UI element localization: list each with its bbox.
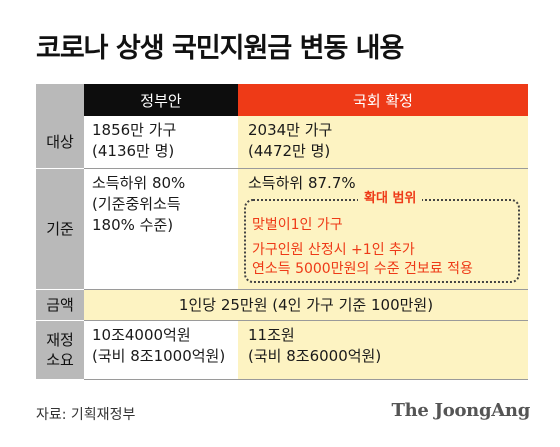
fund-nat-national: (국비 8조6000억원) — [248, 347, 382, 365]
row-label-amount: 금액 — [36, 289, 84, 321]
fund-assembly-cell: 11조원 (국비 8조6000억원) — [238, 320, 528, 380]
header-blank-cell — [36, 84, 84, 116]
row-label-criteria: 기준 — [36, 168, 84, 290]
table-row-fund: 재정 소요 10조4000억원 (국비 8조1000억원) 11조원 (국비 8… — [36, 320, 528, 380]
criteria-gov-line-2: (기준중위소득 — [92, 195, 181, 213]
expansion-scope-label: 확대 범위 — [358, 189, 423, 209]
table-header-row: 정부안 국회 확정 — [36, 84, 528, 116]
criteria-gov-line-3: 180% 수준) — [92, 216, 174, 234]
row-label-fund-line-2: 소요 — [46, 351, 74, 369]
header-government-plan: 정부안 — [84, 84, 238, 116]
source-note: 자료: 기획재정부 — [36, 407, 136, 423]
row-label-fund: 재정 소요 — [36, 320, 84, 380]
fund-gov-national: (국비 8조1000억원) — [92, 347, 226, 365]
expansion-item-dual-income: 맞벌이1인 가구 — [252, 217, 343, 233]
expansion-item-income-insurance: 연소득 5000만원의 수준 건보료 적용 — [252, 261, 473, 277]
page-title: 코로나 상생 국민지원금 변동 내용 — [36, 33, 404, 64]
table-row-criteria: 기준 소득하위 80% (기준중위소득 180% 수준) 소득하위 87.7% … — [36, 168, 528, 290]
fund-nat-total: 11조원 — [248, 326, 295, 344]
comparison-table: 정부안 국회 확정 대상 1856만 가구 (4136만 명) 2034만 가구… — [36, 84, 528, 380]
target-gov-people: (4136만 명) — [92, 142, 175, 160]
expansion-items-group: 가구인원 산정시 +1인 추가 연소득 5000만원의 수준 건보료 적용 — [252, 241, 473, 279]
target-gov-households: 1856만 가구 — [92, 121, 177, 139]
criteria-government-cell: 소득하위 80% (기준중위소득 180% 수준) — [84, 168, 238, 290]
amount-value-cell: 1인당 25만원 (4인 가구 기준 100만원) — [84, 289, 528, 321]
target-government-cell: 1856만 가구 (4136만 명) — [84, 116, 238, 169]
brand-logo: The JoongAng — [391, 400, 531, 421]
row-label-fund-line-1: 재정 — [46, 331, 74, 349]
expansion-item-household-plus-one: 가구인원 산정시 +1인 추가 — [252, 242, 415, 258]
table-row-amount: 금액 1인당 25만원 (4인 가구 기준 100만원) — [36, 289, 528, 321]
target-nat-people: (4472만 명) — [248, 142, 331, 160]
criteria-assembly-cell: 소득하위 87.7% 확대 범위 맞벌이1인 가구 가구인원 산정시 +1인 추… — [238, 168, 528, 290]
target-nat-households: 2034만 가구 — [248, 121, 333, 139]
expansion-scope-box: 확대 범위 맞벌이1인 가구 가구인원 산정시 +1인 추가 연소득 5000만… — [244, 189, 520, 283]
table-row-target: 대상 1856만 가구 (4136만 명) 2034만 가구 (4472만 명) — [36, 116, 528, 169]
target-assembly-cell: 2034만 가구 (4472만 명) — [238, 116, 528, 169]
row-label-target: 대상 — [36, 116, 84, 169]
header-assembly-final: 국회 확정 — [238, 84, 528, 116]
fund-gov-total: 10조4000억원 — [92, 326, 191, 344]
criteria-gov-line-1: 소득하위 80% — [92, 174, 186, 192]
fund-government-cell: 10조4000억원 (국비 8조1000억원) — [84, 320, 238, 380]
criteria-nat-line: 소득하위 87.7% — [248, 174, 356, 192]
